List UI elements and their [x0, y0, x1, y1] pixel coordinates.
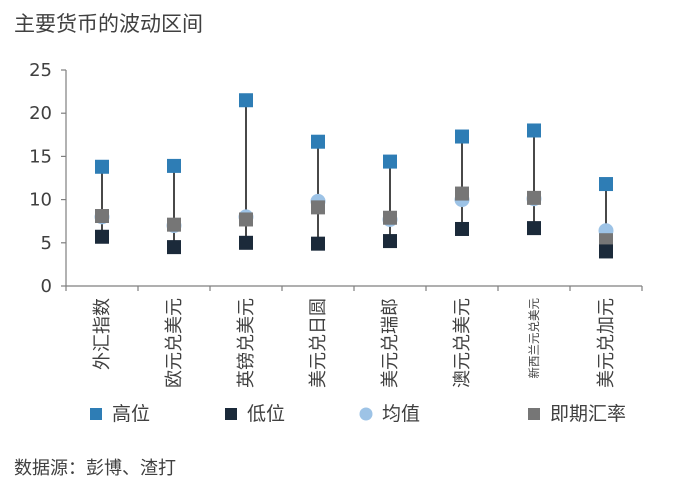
legend: 高位 低位 均值 即期汇率 [90, 403, 626, 425]
legend-label: 均值 [382, 403, 420, 425]
spot-point [167, 217, 181, 232]
spot-point [455, 186, 469, 201]
y-tick-label: 15 [29, 146, 52, 167]
spot-point [311, 200, 325, 215]
y-tick-label: 25 [29, 60, 52, 81]
legend-label: 低位 [247, 403, 285, 425]
high-point [311, 134, 325, 149]
high-point [527, 123, 541, 138]
legend-label: 高位 [112, 403, 150, 425]
spot-point [239, 212, 253, 227]
low-point [527, 221, 541, 236]
y-tick-label: 20 [29, 103, 52, 124]
spot-point [383, 210, 397, 225]
spot-point [599, 233, 613, 248]
high-point [455, 129, 469, 144]
marks [94, 93, 614, 259]
low-point [311, 236, 325, 251]
high-point [599, 177, 613, 192]
y-tick-label: 0 [41, 276, 52, 297]
high-point [239, 93, 253, 108]
chart-title: 主要货币的波动区间 [14, 12, 203, 36]
x-tick-label: 美元兑瑞郎 [380, 298, 401, 388]
x-tick-label: 英镑兑美元 [236, 298, 257, 388]
high-point [383, 154, 397, 169]
x-axis-labels: 外汇指数 欧元兑美元 英镑兑美元 美元兑日圆 美元兑瑞郎 澳元兑美元 新西兰元兑美元 美元兑加… [92, 298, 617, 388]
legend-swatch [528, 408, 540, 420]
legend-swatch [90, 408, 102, 420]
y-tick-label: 5 [41, 233, 52, 254]
low-point [383, 234, 397, 249]
legend-label: 即期汇率 [550, 403, 626, 425]
y-tick-label: 10 [29, 190, 52, 211]
x-tick-label: 美元兑加元 [596, 298, 617, 388]
axes: 0 5 10 15 20 25 [29, 60, 643, 297]
low-point [95, 229, 109, 244]
x-tick-label: 美元兑日圆 [308, 298, 329, 388]
x-tick-label: 欧元兑美元 [164, 298, 185, 388]
low-point [455, 221, 469, 236]
legend-swatch-mean [359, 407, 373, 421]
low-point [167, 240, 181, 255]
low-point [599, 244, 613, 259]
x-tick-label: 新西兰元兑美元 [527, 298, 541, 379]
legend-swatch [225, 408, 237, 420]
x-tick-label: 外汇指数 [92, 298, 113, 370]
x-tick-label: 澳元兑美元 [452, 298, 473, 388]
high-point [95, 159, 109, 174]
spot-point [95, 209, 109, 224]
high-point [167, 158, 181, 173]
low-point [239, 235, 253, 250]
source-note: 数据源：彭博、渣打 [14, 458, 176, 479]
spot-point [527, 190, 541, 205]
